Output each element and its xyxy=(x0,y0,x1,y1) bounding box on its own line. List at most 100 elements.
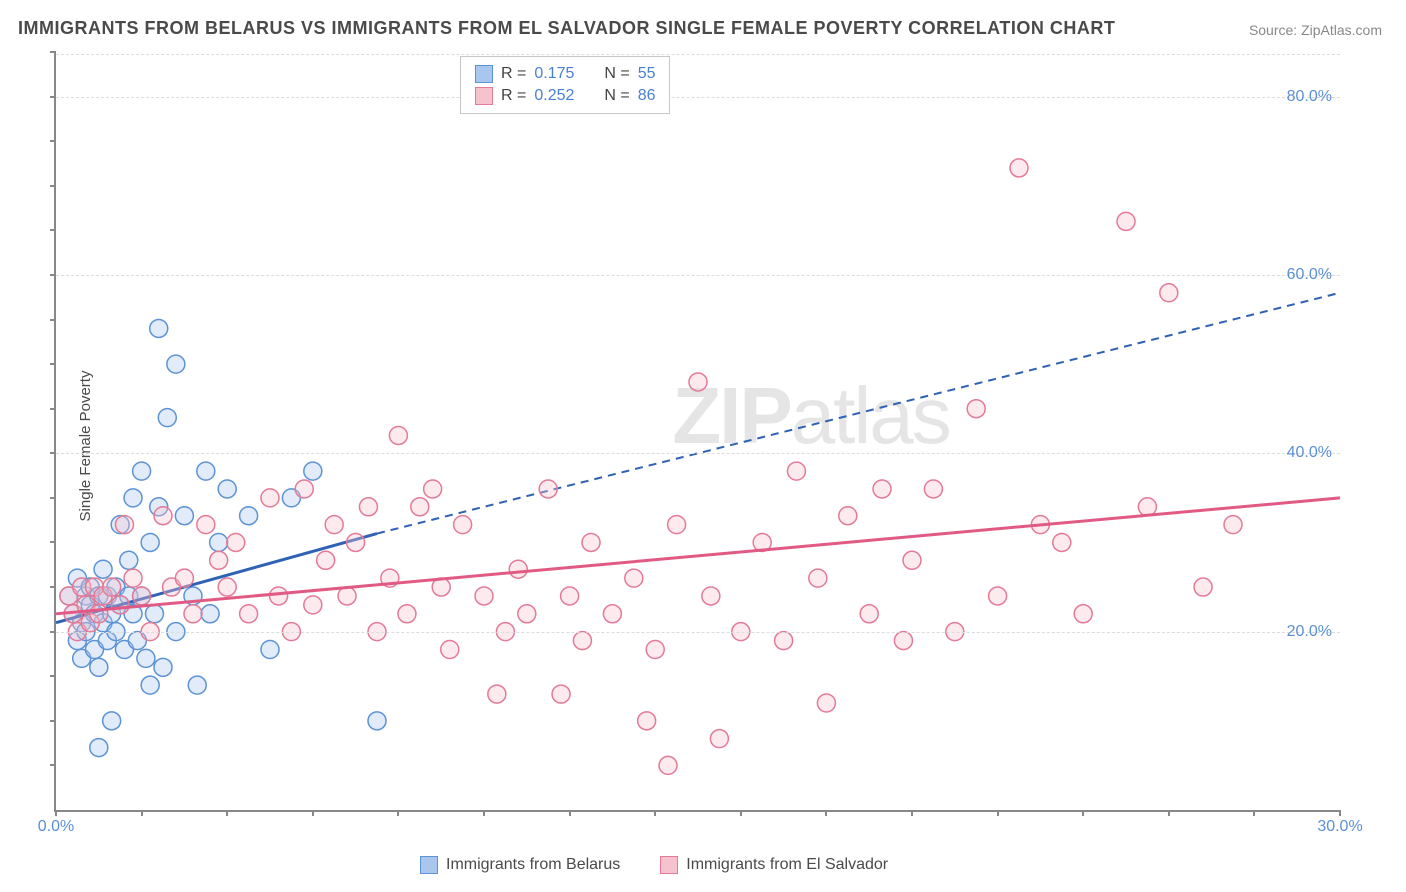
scatter-point xyxy=(411,498,429,516)
scatter-point xyxy=(539,480,557,498)
plot-area: ZIPatlas 20.0%40.0%60.0%80.0%0.0%30.0% xyxy=(54,52,1340,812)
x-tick-label: 0.0% xyxy=(38,818,74,836)
scatter-point xyxy=(389,426,407,444)
scatter-point xyxy=(552,685,570,703)
scatter-point xyxy=(103,578,121,596)
scatter-point xyxy=(839,507,857,525)
scatter-point xyxy=(145,605,163,623)
scatter-point xyxy=(924,480,942,498)
n-value: 86 xyxy=(638,87,656,105)
scatter-point xyxy=(1224,516,1242,534)
scatter-point xyxy=(270,587,288,605)
scatter-point xyxy=(561,587,579,605)
scatter-point xyxy=(1053,533,1071,551)
source-label: Source: ZipAtlas.com xyxy=(1249,22,1382,38)
scatter-point xyxy=(1194,578,1212,596)
scatter-point xyxy=(261,489,279,507)
n-value: 55 xyxy=(638,65,656,83)
legend-label: Immigrants from El Salvador xyxy=(686,856,888,874)
scatter-point xyxy=(347,533,365,551)
scatter-point xyxy=(967,400,985,418)
scatter-point xyxy=(317,551,335,569)
scatter-point xyxy=(1138,498,1156,516)
legend-entry: Immigrants from El Salvador xyxy=(660,856,888,874)
x-tick-label: 30.0% xyxy=(1317,818,1362,836)
scatter-point xyxy=(115,516,133,534)
scatter-point xyxy=(1117,212,1135,230)
scatter-point xyxy=(1160,284,1178,302)
scatter-point xyxy=(1010,159,1028,177)
r-label: R = xyxy=(501,65,526,83)
correlation-row: R =0.175N =55 xyxy=(475,63,655,85)
scatter-point xyxy=(240,507,258,525)
scatter-point xyxy=(210,533,228,551)
scatter-point xyxy=(295,480,313,498)
scatter-point xyxy=(509,560,527,578)
scatter-point xyxy=(338,587,356,605)
scatter-point xyxy=(137,649,155,667)
legend-entry: Immigrants from Belarus xyxy=(420,856,620,874)
scatter-point xyxy=(150,319,168,337)
scatter-point xyxy=(817,694,835,712)
chart-svg xyxy=(56,52,1340,810)
scatter-point xyxy=(625,569,643,587)
scatter-point xyxy=(638,712,656,730)
scatter-point xyxy=(424,480,442,498)
r-value: 0.252 xyxy=(534,87,586,105)
trend-line-dashed xyxy=(377,293,1340,534)
scatter-point xyxy=(175,507,193,525)
scatter-point xyxy=(1074,605,1092,623)
scatter-point xyxy=(903,551,921,569)
scatter-point xyxy=(227,533,245,551)
scatter-point xyxy=(218,480,236,498)
r-label: R = xyxy=(501,87,526,105)
legend-swatch xyxy=(660,856,678,874)
scatter-point xyxy=(603,605,621,623)
scatter-point xyxy=(124,489,142,507)
scatter-point xyxy=(359,498,377,516)
scatter-point xyxy=(188,676,206,694)
scatter-point xyxy=(133,587,151,605)
scatter-point xyxy=(141,676,159,694)
scatter-point xyxy=(702,587,720,605)
scatter-point xyxy=(304,462,322,480)
scatter-point xyxy=(475,587,493,605)
scatter-point xyxy=(518,605,536,623)
scatter-point xyxy=(90,658,108,676)
scatter-point xyxy=(860,605,878,623)
r-value: 0.175 xyxy=(534,65,586,83)
chart-container: IMMIGRANTS FROM BELARUS VS IMMIGRANTS FR… xyxy=(0,0,1406,892)
legend-swatch xyxy=(475,87,493,105)
y-tick-label: 80.0% xyxy=(1272,88,1332,106)
scatter-point xyxy=(261,640,279,658)
scatter-point xyxy=(120,551,138,569)
chart-title: IMMIGRANTS FROM BELARUS VS IMMIGRANTS FR… xyxy=(18,18,1115,39)
scatter-point xyxy=(158,409,176,427)
scatter-point xyxy=(488,685,506,703)
scatter-point xyxy=(175,569,193,587)
scatter-point xyxy=(710,730,728,748)
y-tick-label: 60.0% xyxy=(1272,266,1332,284)
legend-swatch xyxy=(475,65,493,83)
scatter-point xyxy=(646,640,664,658)
scatter-point xyxy=(689,373,707,391)
scatter-point xyxy=(90,605,108,623)
scatter-point xyxy=(94,560,112,578)
scatter-point xyxy=(304,596,322,614)
scatter-point xyxy=(90,739,108,757)
series-legend: Immigrants from Belarus Immigrants from E… xyxy=(420,856,888,874)
scatter-point xyxy=(894,632,912,650)
scatter-point xyxy=(197,462,215,480)
scatter-point xyxy=(809,569,827,587)
scatter-point xyxy=(218,578,236,596)
scatter-point xyxy=(787,462,805,480)
correlation-legend: R =0.175N =55R =0.252N =86 xyxy=(460,56,670,114)
scatter-point xyxy=(210,551,228,569)
scatter-point xyxy=(154,658,172,676)
scatter-point xyxy=(454,516,472,534)
scatter-point xyxy=(197,516,215,534)
y-tick-label: 20.0% xyxy=(1272,623,1332,641)
scatter-point xyxy=(154,507,172,525)
scatter-point xyxy=(368,712,386,730)
scatter-point xyxy=(124,569,142,587)
